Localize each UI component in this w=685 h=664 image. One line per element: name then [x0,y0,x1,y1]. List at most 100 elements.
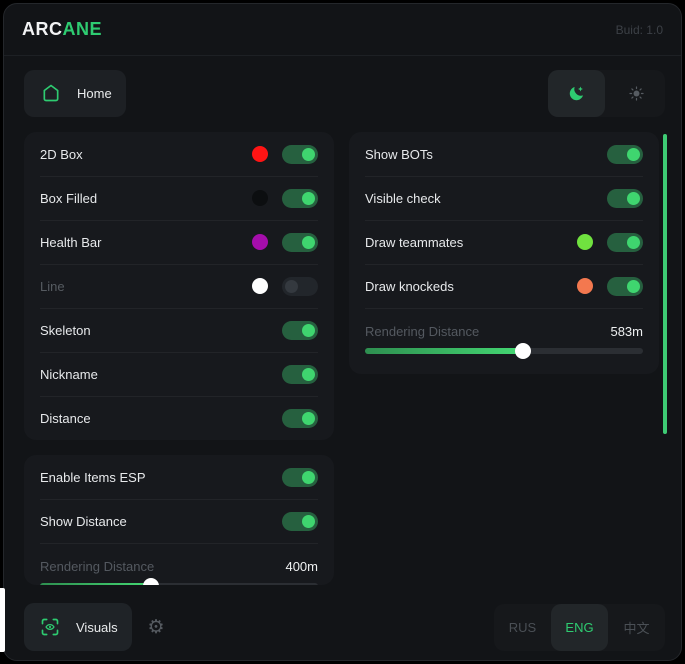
line-label: Line [40,278,65,294]
visuals-tab-label: Visuals [76,619,118,635]
box-filled-toggle[interactable] [282,188,318,208]
items-render-distance-label: Rendering Distance [40,558,155,574]
show-bots-label: Show BOTs [365,146,433,162]
skeleton-label: Skeleton [40,322,91,338]
visible-check-label: Visible check [365,190,441,206]
bots-esp-rows: Show BOTs Visible check Draw teammates Draw… [349,132,659,308]
skeleton-toggle-knob [302,323,315,337]
show-distance-toggle[interactable] [282,511,318,531]
setting-row-draw-teammates: Draw teammates [349,220,659,264]
items-render-distance-value: 400m [285,558,318,574]
setting-row-nickname: Nickname [24,352,334,396]
setting-row-2d-box: 2D Box [24,132,334,176]
line-toggle[interactable] [282,276,318,296]
render-distance-section: Rendering Distance 583m [349,308,659,370]
draw-teammates-toggle-knob [627,235,640,249]
moon-icon [569,86,583,100]
health-bar-toggle-knob [302,235,315,249]
settings-button[interactable]: ⚙ [132,603,180,651]
visuals-tab[interactable]: Visuals [24,603,132,651]
home-tab[interactable]: Home [24,69,126,117]
items-slider-knob[interactable] [143,578,160,585]
setting-row-health-bar: Health Bar [24,220,334,264]
dark-theme-button[interactable] [548,69,605,117]
show-bots-toggle[interactable] [607,144,643,164]
distance-toggle[interactable] [282,408,318,428]
build-version: Buid: 1.0 [615,22,663,37]
draw-knockeds-toggle-knob [627,279,640,293]
language-button-rus[interactable]: RUS [508,619,537,635]
show-distance-toggle-knob [302,514,315,528]
show-distance-label: Show Distance [40,513,127,529]
setting-row-show-bots: Show BOTs [349,132,659,176]
draw-teammates-color-swatch[interactable] [577,234,593,250]
home-tab-label: Home [77,85,112,101]
gear-icon: ⚙ [147,616,165,638]
render-distance-label: Rendering Distance [365,323,480,339]
items-esp-rows: Enable Items ESP Show Distance [24,455,334,543]
items-render-distance-slider[interactable] [40,578,318,585]
language-button-eng[interactable]: ENG [551,603,608,651]
draw-knockeds-label: Draw knockeds [365,278,454,294]
scrollbar-thumb[interactable] [663,134,667,434]
setting-row-draw-knockeds: Draw knockeds [349,264,659,308]
bots-esp-panel: Show BOTs Visible check Draw teammates Draw… [349,132,659,374]
health-bar-color-swatch[interactable] [252,234,268,250]
setting-row-line: Line [24,264,334,308]
edge-notch [0,588,5,652]
theme-switcher [548,69,665,117]
items-esp-panel: Enable Items ESP Show Distance Rendering … [24,455,334,585]
nickname-label: Nickname [40,366,98,382]
setting-row-distance: Distance [24,396,334,440]
setting-row-enable-items-esp: Enable Items ESP [24,455,334,499]
app-logo-primary: ARC [22,19,63,39]
setting-row-show-distance: Show Distance [24,499,334,543]
2d-box-toggle[interactable] [282,144,318,164]
distance-toggle-knob [302,411,315,425]
home-icon [43,84,59,102]
app-logo-accent: ANE [62,19,103,39]
box-filled-label: Box Filled [40,190,98,206]
visuals-eye-icon [41,618,59,636]
setting-row-skeleton: Skeleton [24,308,334,352]
line-toggle-knob [285,279,298,293]
render-distance-value: 583m [610,323,643,339]
render-slider-knob[interactable] [515,343,532,359]
skeleton-toggle[interactable] [282,320,318,340]
visible-check-toggle[interactable] [607,188,643,208]
enable-items-esp-toggle-knob [302,470,315,484]
box-filled-color-swatch[interactable] [252,190,268,206]
nickname-toggle[interactable] [282,364,318,384]
draw-knockeds-color-swatch[interactable] [577,278,593,294]
health-bar-toggle[interactable] [282,232,318,252]
2d-box-toggle-knob [302,147,315,161]
player-esp-panel: 2D Box Box Filled Health Bar Line Skeleton Ni… [24,132,334,440]
enable-items-esp-toggle[interactable] [282,467,318,487]
items-slider-fill [40,583,152,585]
language-switcher: RUS ENG 中文 [494,603,665,651]
light-theme-button[interactable] [608,70,665,117]
visible-check-toggle-knob [627,191,640,205]
distance-label: Distance [40,410,91,426]
language-button-zh[interactable]: 中文 [623,620,650,636]
draw-teammates-label: Draw teammates [365,234,464,250]
render-distance-slider[interactable] [365,343,643,359]
nickname-toggle-knob [302,367,315,381]
title-bar: ARCANE Buid: 1.0 [4,4,681,56]
2d-box-label: 2D Box [40,146,83,162]
items-render-distance-section: Rendering Distance 400m [24,543,334,585]
2d-box-color-swatch[interactable] [252,146,268,162]
sun-icon [629,85,644,101]
box-filled-toggle-knob [302,191,315,205]
nav-bar: Home [24,68,665,118]
draw-teammates-toggle[interactable] [607,232,643,252]
draw-knockeds-toggle[interactable] [607,276,643,296]
line-color-swatch[interactable] [252,278,268,294]
player-esp-rows: 2D Box Box Filled Health Bar Line Skeleton Ni… [24,132,334,440]
enable-items-esp-label: Enable Items ESP [40,469,146,485]
health-bar-label: Health Bar [40,234,102,250]
app-logo: ARCANE [22,19,102,40]
setting-row-visible-check: Visible check [349,176,659,220]
app-window: ARCANE Buid: 1.0 Home 2D Box Box Filled He… [3,3,682,661]
show-bots-toggle-knob [627,147,640,161]
